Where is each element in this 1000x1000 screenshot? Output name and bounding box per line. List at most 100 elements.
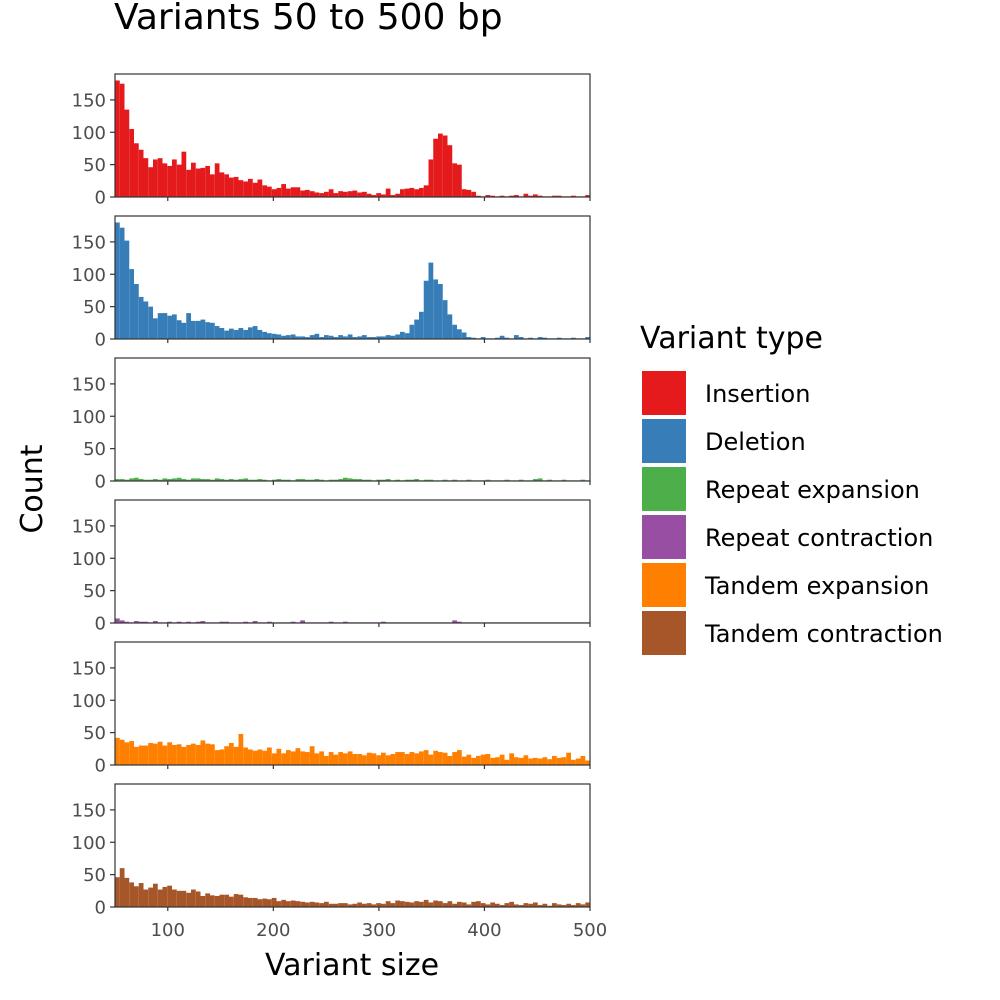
histogram-bar bbox=[229, 479, 234, 481]
histogram-bar bbox=[381, 621, 386, 623]
histogram-bar bbox=[471, 757, 476, 765]
histogram-bar bbox=[385, 901, 391, 907]
histogram-bar bbox=[328, 479, 334, 481]
histogram-bar bbox=[309, 746, 315, 765]
histogram-bar bbox=[433, 279, 438, 339]
histogram-bar bbox=[385, 479, 391, 481]
histogram-bar bbox=[243, 478, 248, 481]
histogram-bar bbox=[419, 751, 424, 765]
histogram-bar bbox=[243, 897, 248, 907]
histogram-bar bbox=[480, 754, 486, 765]
histogram-bar bbox=[547, 905, 552, 907]
histogram-bar bbox=[347, 478, 353, 481]
histogram-bar bbox=[333, 193, 339, 197]
histogram-bar bbox=[267, 186, 272, 197]
histogram-bar bbox=[428, 262, 434, 339]
histogram-bar bbox=[333, 337, 339, 339]
histogram-bar bbox=[533, 194, 538, 197]
histogram-bar bbox=[528, 903, 533, 907]
histogram-bar bbox=[362, 755, 367, 765]
histogram-bar bbox=[286, 750, 291, 765]
histogram-bar bbox=[138, 621, 144, 623]
histogram-bar bbox=[214, 163, 220, 197]
histogram-bar bbox=[134, 477, 139, 481]
histogram-bar bbox=[176, 477, 182, 481]
histogram-bar bbox=[319, 903, 324, 907]
histogram-bar bbox=[267, 333, 272, 339]
histogram-bar bbox=[305, 902, 310, 907]
histogram-bar bbox=[314, 192, 320, 197]
legend-swatch bbox=[642, 419, 686, 463]
histogram-bar bbox=[290, 900, 296, 907]
histogram-bar bbox=[518, 479, 524, 481]
legend-label: Deletion bbox=[705, 428, 806, 456]
histogram-bar bbox=[566, 903, 571, 907]
histogram-bar bbox=[362, 191, 367, 197]
histogram-bar bbox=[400, 189, 405, 197]
histogram-bar bbox=[324, 191, 329, 197]
histogram-bar bbox=[528, 758, 533, 765]
histogram-bar bbox=[457, 621, 462, 623]
histogram-bar bbox=[381, 903, 386, 907]
histogram-bar bbox=[200, 621, 206, 623]
histogram-bar bbox=[423, 280, 429, 339]
histogram-bar bbox=[271, 479, 277, 481]
histogram-bar bbox=[172, 478, 177, 481]
histogram-bar bbox=[523, 755, 529, 765]
histogram-bar bbox=[404, 333, 410, 339]
histogram-bar bbox=[210, 174, 215, 197]
histogram-bar bbox=[476, 195, 481, 197]
histogram-bar bbox=[499, 905, 505, 907]
histogram-bar bbox=[271, 189, 277, 197]
histogram-bar bbox=[452, 752, 457, 765]
histogram-bar bbox=[409, 902, 415, 907]
legend: Variant type Insertion Deletion Repeat exp… bbox=[640, 321, 943, 655]
histogram-bar bbox=[404, 479, 410, 481]
histogram-bar bbox=[343, 336, 348, 339]
histogram-bar bbox=[423, 750, 429, 765]
histogram-bar bbox=[400, 901, 405, 907]
histogram-bar bbox=[556, 195, 562, 197]
histogram-bar bbox=[295, 187, 301, 197]
histogram-bar bbox=[338, 752, 343, 765]
histogram-bar bbox=[134, 621, 139, 623]
histogram-bar bbox=[290, 334, 296, 339]
histogram-bar bbox=[205, 322, 210, 339]
histogram-bar bbox=[471, 901, 476, 907]
histogram-bar bbox=[533, 479, 538, 481]
histogram-bar bbox=[124, 877, 130, 907]
histogram-bar bbox=[357, 192, 362, 197]
histogram-bar bbox=[153, 621, 158, 623]
histogram-bar bbox=[552, 755, 557, 765]
histogram-bar bbox=[580, 755, 586, 765]
histogram-bar bbox=[129, 269, 134, 339]
histogram-bar bbox=[366, 193, 372, 197]
histogram-bar bbox=[385, 755, 391, 765]
histogram-bar bbox=[390, 753, 396, 765]
histogram-bar bbox=[561, 757, 567, 765]
histogram-bar bbox=[409, 752, 415, 765]
y-tick-label: 100 bbox=[72, 833, 106, 854]
histogram-bar bbox=[504, 337, 510, 339]
histogram-bar bbox=[419, 187, 424, 197]
histogram-bar bbox=[233, 329, 239, 339]
histogram-bar bbox=[205, 165, 210, 197]
histogram-bar bbox=[414, 753, 419, 765]
histogram-bar bbox=[542, 337, 548, 339]
histogram-bar bbox=[476, 755, 481, 765]
histogram-bar bbox=[176, 744, 182, 765]
histogram-bar bbox=[224, 174, 229, 197]
histogram-bar bbox=[395, 479, 400, 481]
histogram-bar bbox=[490, 902, 495, 907]
histogram-bar bbox=[385, 188, 391, 197]
histogram-bar bbox=[191, 320, 196, 339]
histogram-bar bbox=[157, 889, 163, 907]
y-tick-label: 100 bbox=[72, 123, 106, 144]
histogram-bar bbox=[362, 335, 367, 339]
histogram-bar bbox=[167, 479, 172, 481]
histogram-bar bbox=[575, 903, 581, 907]
histogram-bar bbox=[371, 904, 377, 907]
histogram-bar bbox=[162, 478, 168, 481]
histogram-bar bbox=[495, 337, 500, 339]
histogram-bar bbox=[262, 750, 267, 765]
